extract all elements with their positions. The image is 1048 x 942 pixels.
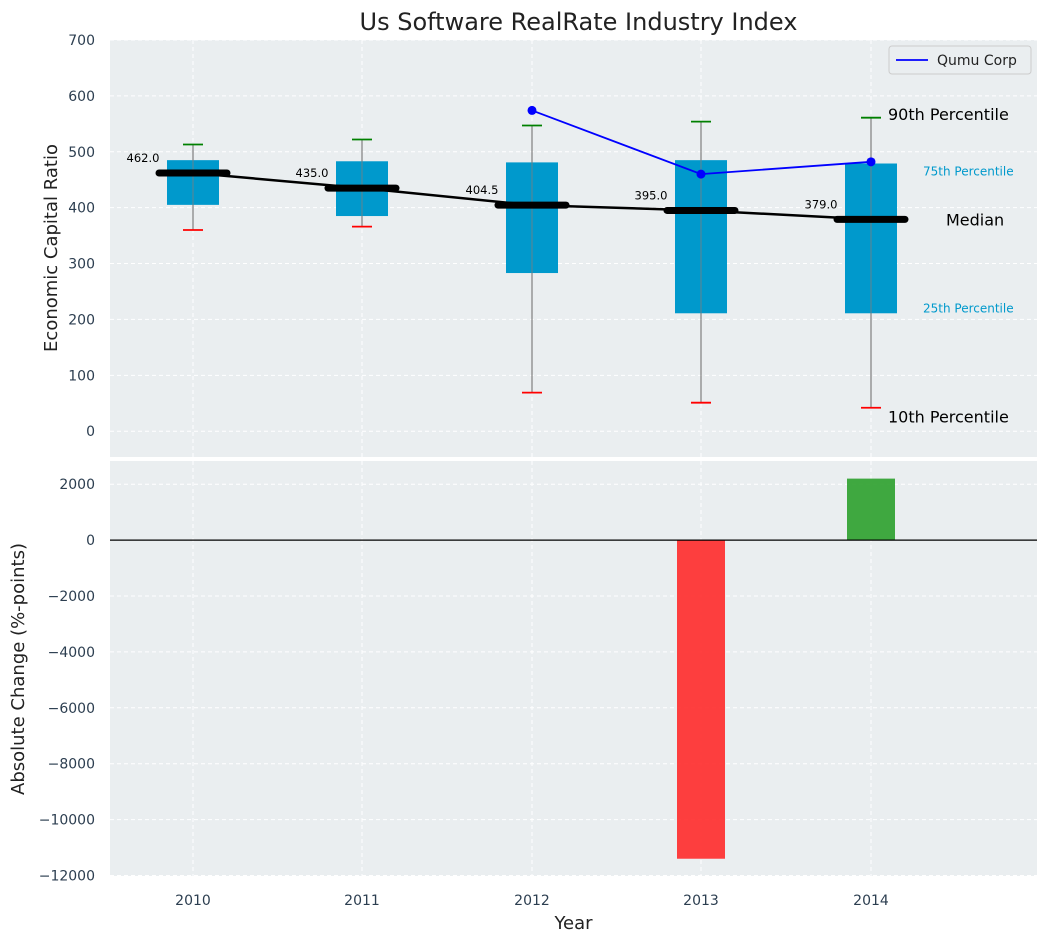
bottom-y-tick-label: −10000 [39, 813, 95, 829]
top-y-tick-label: 300 [68, 257, 95, 273]
company-point [696, 169, 706, 179]
bottom-y-tick-label: −6000 [48, 701, 95, 717]
bottom-y-tick-label: 0 [86, 533, 95, 549]
legend-label: Qumu Corp [937, 53, 1017, 69]
x-tick-label: 2010 [175, 893, 211, 909]
median-value-label: 404.5 [466, 183, 499, 197]
bottom-y-tick-label: 2000 [59, 477, 95, 493]
median-annotation: Median [946, 210, 1004, 229]
change-bar [847, 478, 895, 541]
x-tick-label: 2014 [853, 893, 889, 909]
bottom-plot-background [110, 461, 1037, 876]
company-point [527, 105, 537, 115]
x-tick-label: 2011 [344, 893, 380, 909]
bottom-y-tick-label: −2000 [48, 589, 95, 605]
p10-annotation: 10th Percentile [888, 408, 1009, 427]
top-y-tick-label: 100 [68, 368, 95, 384]
x-tick-label: 2012 [514, 893, 550, 909]
chart-title: Us Software RealRate Industry Index [360, 8, 798, 36]
top-y-tick-label: 400 [68, 201, 95, 217]
top-y-axis-label: Economic Capital Ratio [41, 144, 62, 352]
top-y-tick-label: 600 [68, 89, 95, 105]
bottom-y-tick-label: −8000 [48, 757, 95, 773]
top-plot-background [110, 40, 1037, 457]
company-point [866, 157, 876, 167]
x-tick-label: 2013 [683, 893, 719, 909]
bottom-y-axis-label: Absolute Change (%-points) [8, 543, 29, 795]
p90-annotation: 90th Percentile [888, 105, 1009, 124]
legend-box [888, 45, 1032, 75]
p75-annotation: 75th Percentile [923, 164, 1014, 178]
top-y-tick-label: 200 [68, 312, 95, 328]
x-axis-label: Year [553, 913, 593, 934]
bottom-y-tick-label: −4000 [48, 645, 95, 661]
top-y-tick-label: 700 [68, 33, 95, 49]
top-y-tick-label: 0 [86, 424, 95, 440]
bottom-y-tick-label: −12000 [39, 869, 95, 885]
change-bar [677, 540, 725, 859]
median-value-label: 395.0 [635, 188, 668, 202]
median-value-label: 379.0 [805, 197, 838, 211]
median-value-label: 462.0 [127, 151, 160, 165]
p25-annotation: 25th Percentile [923, 301, 1014, 315]
top-y-tick-label: 500 [68, 145, 95, 161]
median-value-label: 435.0 [296, 166, 329, 180]
